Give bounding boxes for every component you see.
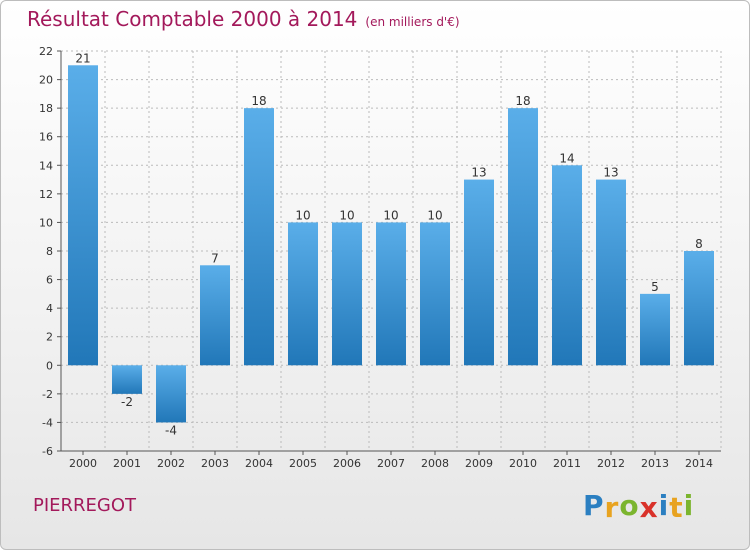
logo-letter: o — [619, 489, 640, 522]
x-tick-label: 2005 — [289, 457, 317, 470]
x-tick-label: 2013 — [641, 457, 669, 470]
bar — [420, 222, 450, 366]
x-tick-label: 2009 — [465, 457, 493, 470]
logo-letter: r — [604, 491, 620, 524]
bar — [288, 222, 318, 366]
unit-note: (en milliers d'€) — [365, 15, 460, 29]
x-tick-label: 2001 — [113, 457, 141, 470]
data-label: 7 — [211, 251, 219, 265]
chart-title-text: Résultat Comptable 2000 à 2014 — [27, 7, 358, 31]
y-tick-label: 16 — [39, 131, 53, 144]
label-layer: 21 -2 -4 7 18 10 10 10 10 13 18 14 13 5 8 — [75, 51, 702, 437]
y-tick-label: 4 — [46, 302, 53, 315]
y-tick-label: -4 — [42, 416, 53, 429]
data-label: 13 — [471, 166, 486, 180]
bar — [640, 293, 670, 366]
bar-layer — [68, 65, 714, 423]
proxiti-logo: Proxiti — [583, 489, 695, 524]
x-tick-label: 2006 — [333, 457, 361, 470]
bar — [596, 179, 626, 366]
data-label: -4 — [165, 423, 177, 437]
bar — [464, 179, 494, 366]
y-tick-label: 12 — [39, 188, 53, 201]
logo-letter: i — [658, 489, 670, 522]
logo-letter: P — [583, 489, 605, 522]
y-tick-label: 0 — [46, 359, 53, 372]
bar — [200, 265, 230, 366]
y-tick-label: 10 — [39, 216, 53, 229]
x-tick-label: 2004 — [245, 457, 273, 470]
y-tick-label: 6 — [46, 274, 53, 287]
y-tick-label: 20 — [39, 74, 53, 87]
bar — [376, 222, 406, 366]
axis-layer: -6 -4 -2 0 2 4 6 8 10 12 14 16 18 20 22 2000 2001 2002 200… — [39, 45, 721, 470]
y-tick-label: 8 — [46, 245, 53, 258]
bar — [508, 108, 538, 366]
data-label: 13 — [603, 166, 618, 180]
y-tick-label: -2 — [42, 388, 53, 401]
data-label: 8 — [695, 237, 703, 251]
logo-letter: t — [669, 491, 684, 524]
bar — [552, 165, 582, 366]
x-tick-label: 2002 — [157, 457, 185, 470]
data-label: 14 — [559, 151, 574, 165]
data-label: 10 — [427, 208, 442, 222]
y-tick-label: 2 — [46, 331, 53, 344]
bar — [112, 365, 142, 394]
data-label: 18 — [515, 94, 530, 108]
x-tick-label: 2000 — [69, 457, 97, 470]
bar — [332, 222, 362, 366]
data-label: 10 — [295, 208, 310, 222]
logo-letter: x — [639, 491, 659, 524]
data-label: 21 — [75, 51, 90, 65]
bar — [244, 108, 274, 366]
chart-title: Résultat Comptable 2000 à 2014 (en millie… — [27, 7, 460, 31]
data-label: -2 — [121, 395, 133, 409]
data-label: 18 — [251, 94, 266, 108]
logo-letter: i — [683, 489, 695, 522]
x-tick-label: 2014 — [685, 457, 713, 470]
y-tick-label: 22 — [39, 45, 53, 58]
x-tick-label: 2007 — [377, 457, 405, 470]
bar — [156, 365, 186, 423]
commune-name: PIERREGOT — [33, 495, 137, 516]
bar — [68, 65, 98, 366]
x-tick-label: 2012 — [597, 457, 625, 470]
data-label: 10 — [383, 208, 398, 222]
data-label: 10 — [339, 208, 354, 222]
x-tick-label: 2011 — [553, 457, 581, 470]
data-label: 5 — [651, 280, 659, 294]
x-tick-label: 2008 — [421, 457, 449, 470]
y-tick-label: -6 — [42, 445, 53, 458]
y-tick-label: 18 — [39, 102, 53, 115]
x-tick-label: 2010 — [509, 457, 537, 470]
y-tick-label: 14 — [39, 159, 53, 172]
x-tick-label: 2003 — [201, 457, 229, 470]
bar — [684, 251, 714, 366]
